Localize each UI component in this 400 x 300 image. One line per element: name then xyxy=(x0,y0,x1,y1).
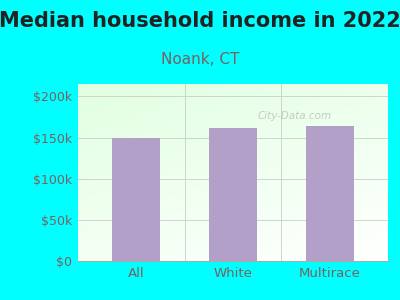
Text: City-Data.com: City-Data.com xyxy=(258,111,332,121)
Bar xyxy=(112,137,160,261)
Bar xyxy=(209,128,257,261)
Text: Median household income in 2022: Median household income in 2022 xyxy=(0,11,400,31)
Text: Noank, CT: Noank, CT xyxy=(161,52,239,68)
Bar xyxy=(306,126,354,261)
